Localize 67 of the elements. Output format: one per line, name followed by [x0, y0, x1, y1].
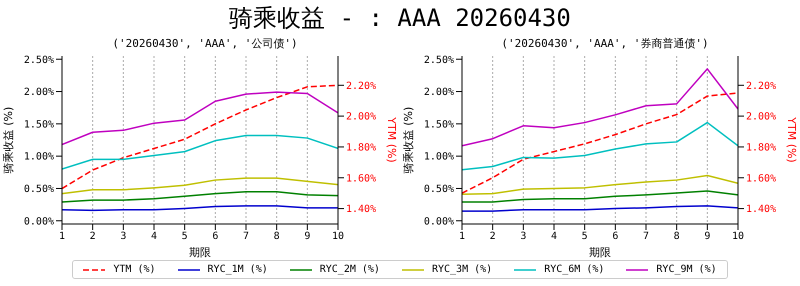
line-series [462, 190, 738, 203]
y2-axis-title: YTM (%) [785, 116, 798, 163]
x-tick-label: 3 [120, 231, 126, 242]
line-series [62, 190, 338, 203]
legend-label: YTM (%) [113, 264, 156, 275]
x-tick-label: 7 [242, 231, 250, 242]
x-tick-label: 6 [212, 231, 218, 242]
legend-label: RYC_3M (%) [432, 264, 492, 275]
x-tick-label: 2 [90, 231, 96, 242]
legend-label: RYC_9M (%) [656, 264, 717, 275]
x-tick-label: 2 [490, 231, 496, 242]
y2-tick-label: 2.20% [346, 80, 376, 92]
x-tick-label: 1 [458, 231, 466, 242]
line-series [462, 174, 738, 196]
y2-axis-title: YTM (%) [385, 116, 398, 163]
line-series [462, 122, 738, 170]
y2-tick-label: 1.40% [346, 204, 376, 216]
chart-subtitle: ('20260430', 'AAA', '券商普通债') [500, 36, 710, 50]
line-series [62, 84, 338, 190]
line-series [462, 92, 738, 194]
y-axis-title: 骑乘收益 (%) [402, 106, 415, 174]
y-tick-label: 1.50% [24, 119, 54, 130]
y-tick-label: 2.00% [424, 87, 454, 98]
chart-subtitle: ('20260430', 'AAA', '公司债') [111, 36, 299, 50]
x-tick-label: 9 [704, 231, 710, 242]
x-tick-label: 9 [304, 231, 310, 242]
line-series [62, 91, 338, 146]
x-tick-label: 5 [182, 231, 188, 242]
y2-tick-label: 1.80% [346, 142, 376, 154]
y-tick-label: 2.00% [24, 87, 54, 98]
x-tick-label: 6 [612, 231, 618, 242]
y2-tick-label: 2.00% [346, 112, 376, 123]
legend-label: RYC_1M (%) [208, 264, 268, 275]
legend-label: RYC_6M (%) [544, 264, 604, 275]
y2-tick-label: 1.80% [746, 142, 776, 154]
x-tick-label: 4 [550, 231, 558, 242]
y2-tick-label: 1.60% [346, 173, 376, 184]
y2-tick-label: 2.00% [746, 112, 776, 123]
x-tick-label: 4 [150, 231, 158, 242]
text: 骑乘收益 - : AAA 20260430 [228, 3, 572, 34]
x-tick-label: 8 [274, 231, 280, 242]
x-axis-title: 期限 [189, 246, 211, 259]
x-tick-label: 1 [58, 231, 66, 242]
x-tick-label: 10 [332, 231, 344, 242]
y-tick-label: 0.50% [24, 184, 54, 196]
y-axis-title: 骑乘收益 (%) [2, 106, 15, 174]
y2-tick-label: 1.60% [746, 173, 776, 184]
y2-tick-label: 1.40% [746, 204, 776, 216]
y-tick-label: 1.50% [424, 119, 454, 130]
y2-tick-label: 2.20% [746, 80, 776, 92]
y-tick-label: 2.50% [424, 54, 454, 66]
line-series [462, 68, 738, 147]
y-tick-label: 0.00% [424, 216, 454, 228]
y-tick-label: 0.00% [24, 216, 54, 228]
x-tick-label: 10 [732, 231, 744, 242]
x-tick-label: 3 [520, 231, 526, 242]
y-tick-label: 0.50% [424, 184, 454, 196]
y-tick-label: 1.00% [424, 152, 454, 163]
line-series [62, 177, 338, 194]
y-tick-label: 2.50% [24, 54, 54, 66]
y-tick-label: 1.00% [24, 152, 54, 163]
legend-label: RYC_2M (%) [320, 264, 380, 275]
x-tick-label: 8 [674, 231, 680, 242]
line-series [62, 134, 338, 170]
x-tick-label: 7 [642, 231, 650, 242]
x-axis-title: 期限 [589, 246, 611, 259]
x-tick-label: 5 [582, 231, 588, 242]
